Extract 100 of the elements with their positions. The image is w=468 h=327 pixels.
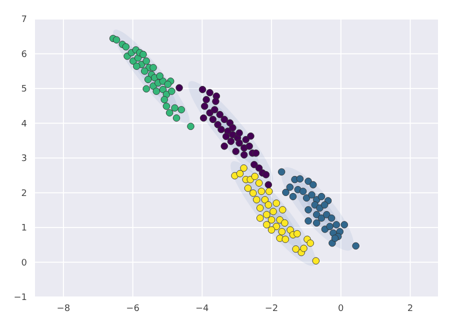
point xyxy=(278,206,286,214)
point xyxy=(306,240,314,247)
point xyxy=(206,109,214,116)
point xyxy=(252,196,260,204)
point xyxy=(252,150,260,157)
point xyxy=(332,221,340,228)
point xyxy=(227,138,235,145)
point xyxy=(229,124,236,132)
point xyxy=(326,222,334,230)
x-tick-label: −4 xyxy=(196,304,210,314)
point xyxy=(264,201,272,209)
point xyxy=(200,114,208,122)
x-tick-label: −6 xyxy=(126,304,140,314)
point xyxy=(255,164,263,172)
point xyxy=(255,179,263,187)
point xyxy=(352,242,360,250)
point xyxy=(178,106,185,114)
y-tick-label: 7 xyxy=(21,15,27,26)
point xyxy=(166,109,174,116)
point xyxy=(202,96,210,104)
point xyxy=(206,89,214,96)
point xyxy=(300,244,308,252)
point xyxy=(296,175,304,182)
point xyxy=(282,188,290,196)
point xyxy=(246,142,253,150)
point xyxy=(302,194,310,202)
point xyxy=(140,50,147,58)
point xyxy=(159,86,167,94)
x-tick-label: −8 xyxy=(56,304,70,314)
point xyxy=(144,76,152,84)
point xyxy=(304,217,312,225)
point xyxy=(220,142,228,150)
point xyxy=(318,192,326,200)
point xyxy=(292,245,300,253)
point xyxy=(294,230,301,238)
point xyxy=(312,219,320,227)
point xyxy=(240,164,248,172)
point xyxy=(304,178,312,185)
point xyxy=(272,200,280,207)
y-tick-label: 3 xyxy=(21,154,27,164)
point xyxy=(268,216,276,224)
point xyxy=(278,168,286,176)
point xyxy=(299,188,307,195)
point xyxy=(236,129,243,137)
point xyxy=(262,171,270,178)
point xyxy=(256,204,264,212)
point xyxy=(142,57,150,65)
point xyxy=(212,98,220,105)
point xyxy=(331,234,339,242)
point xyxy=(231,172,238,180)
point xyxy=(247,132,254,140)
y-tick-label: −1 xyxy=(14,293,27,304)
point xyxy=(304,206,312,214)
point xyxy=(272,222,280,230)
point xyxy=(232,148,240,156)
point xyxy=(176,84,183,92)
y-tick-label: 1 xyxy=(21,224,27,234)
point xyxy=(214,121,222,128)
point xyxy=(200,102,208,110)
point xyxy=(172,114,180,122)
point xyxy=(282,236,290,243)
point xyxy=(198,86,206,94)
point xyxy=(320,201,328,209)
point xyxy=(308,191,316,198)
point xyxy=(312,211,320,218)
point xyxy=(250,189,257,197)
point xyxy=(268,226,276,234)
point xyxy=(289,192,297,200)
point xyxy=(264,181,272,188)
point xyxy=(258,188,266,195)
point xyxy=(244,184,252,192)
point xyxy=(256,214,264,222)
point xyxy=(132,62,140,70)
point xyxy=(160,96,168,104)
point xyxy=(240,151,248,158)
point xyxy=(261,196,269,204)
point xyxy=(112,36,120,44)
point xyxy=(286,184,294,191)
point xyxy=(312,257,320,264)
point xyxy=(265,188,273,195)
point xyxy=(171,104,178,112)
y-tick-label: 2 xyxy=(21,188,27,199)
point xyxy=(278,228,286,236)
point xyxy=(164,80,172,88)
point xyxy=(281,219,288,227)
point xyxy=(140,67,148,75)
point xyxy=(270,208,277,216)
x-tick-label: −2 xyxy=(264,304,278,314)
point xyxy=(250,160,258,168)
point xyxy=(328,214,336,222)
point xyxy=(211,106,218,114)
point xyxy=(168,88,176,95)
point xyxy=(216,110,224,118)
point xyxy=(152,88,160,95)
x-tick-label: 2 xyxy=(407,304,414,314)
point xyxy=(323,211,330,218)
point xyxy=(187,122,194,130)
x-tick-label: 0 xyxy=(338,304,344,314)
point xyxy=(263,211,270,218)
point xyxy=(310,181,317,188)
